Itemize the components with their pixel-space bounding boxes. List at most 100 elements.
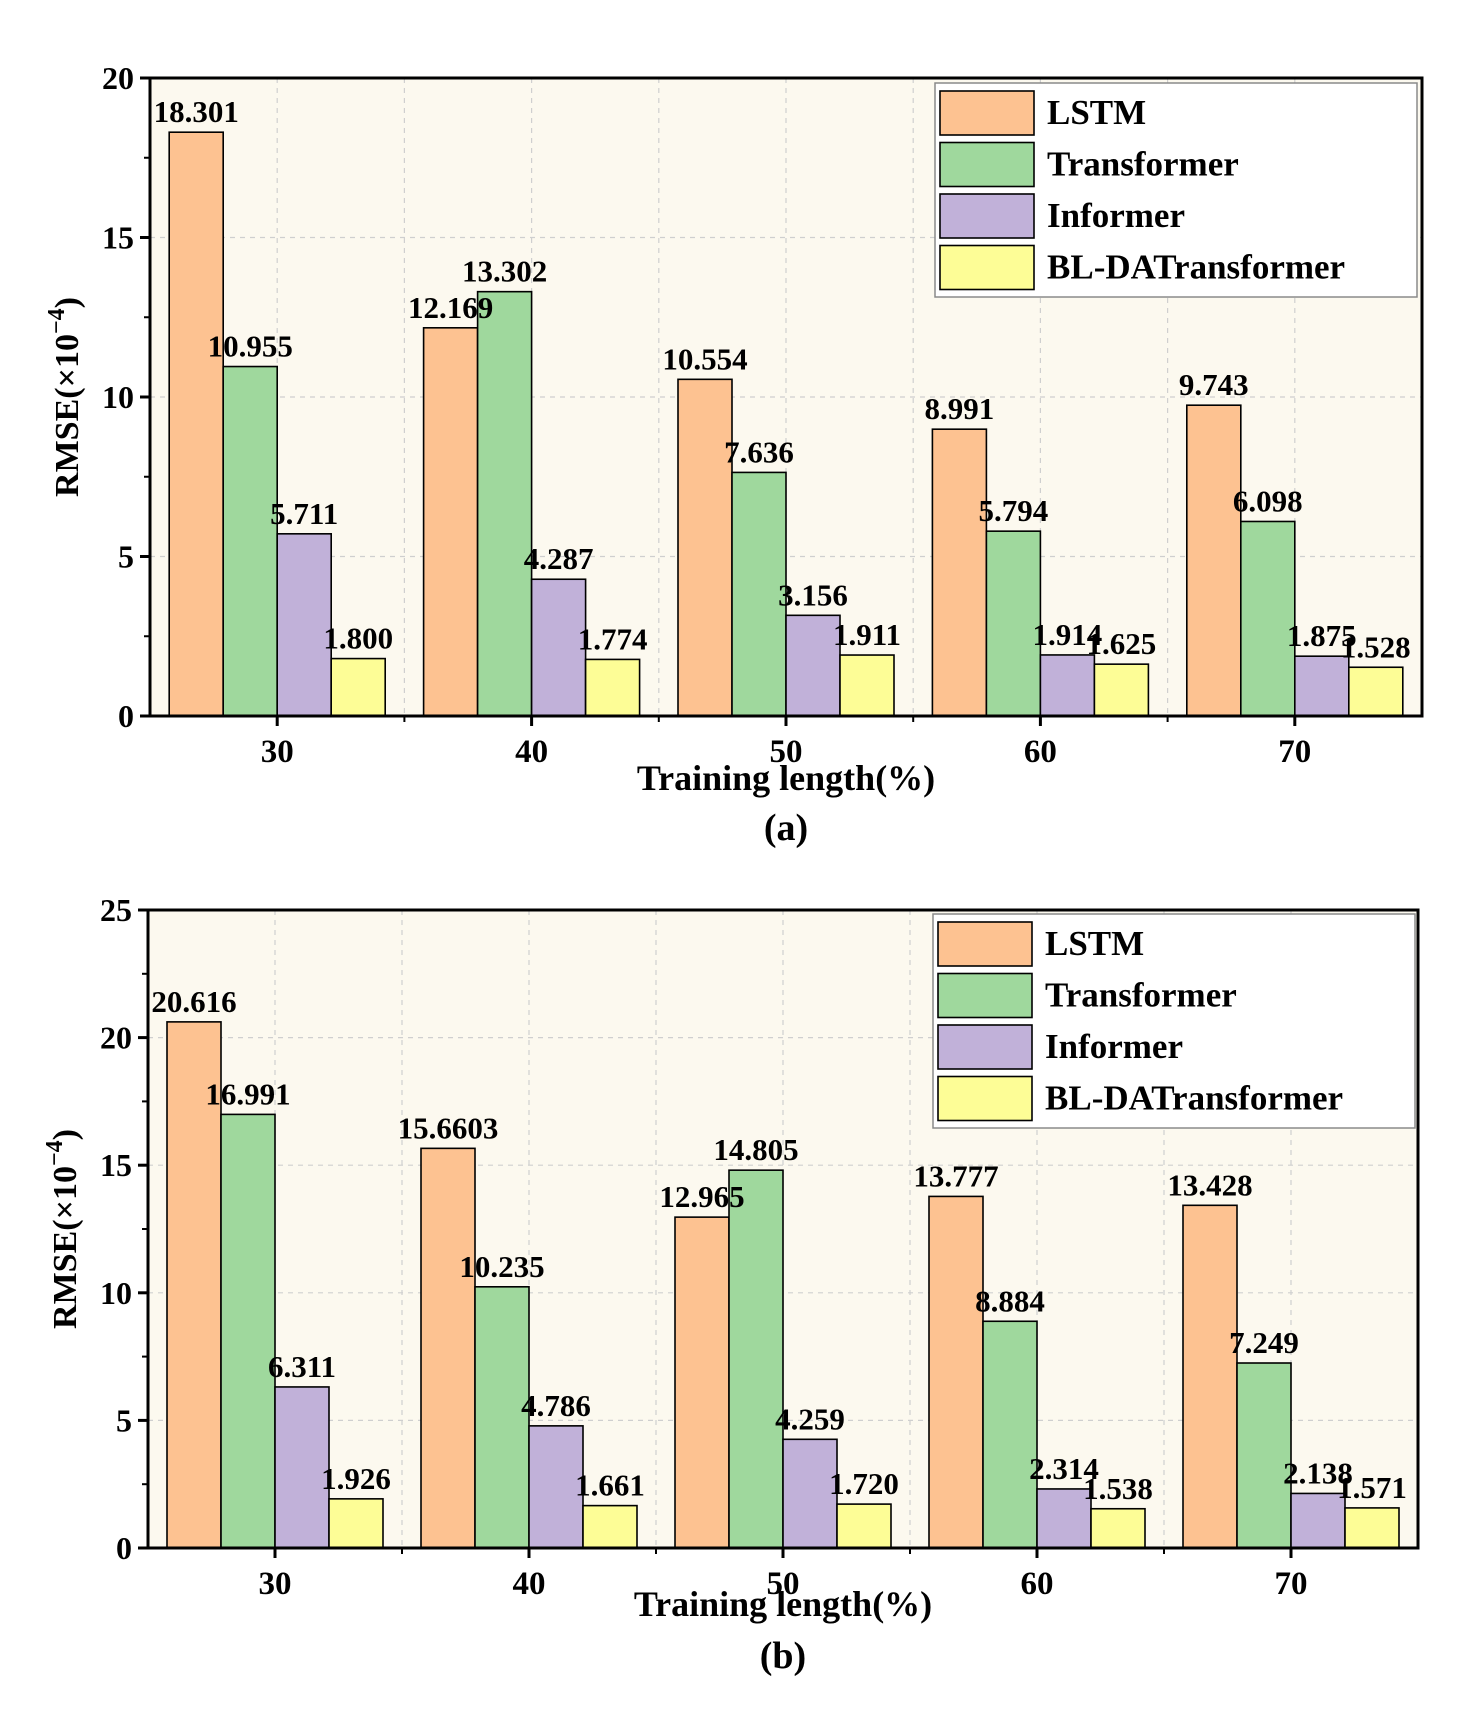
bar-transformer	[982, 1320, 1038, 1549]
data-label: 10.955	[208, 329, 293, 364]
bar-bl-datransformer	[839, 654, 895, 717]
legend-swatch-bl-datransformer	[937, 1075, 1033, 1122]
data-label: 1.720	[829, 1466, 899, 1501]
legend-label: LSTM	[1045, 924, 1144, 963]
data-label: 9.743	[1179, 367, 1249, 402]
x-axis-label: Training length(%)	[634, 1584, 932, 1624]
y-axis-label-exponent: −4	[44, 308, 70, 334]
data-label: 7.636	[724, 434, 794, 469]
y-tick-label: 25	[100, 892, 132, 928]
data-label: 4.786	[521, 1388, 591, 1423]
y-tick-label: 5	[118, 539, 134, 575]
x-tick-label: 70	[1275, 1566, 1308, 1602]
bar-transformer	[1240, 520, 1296, 717]
data-label: 13.428	[1167, 1167, 1252, 1202]
x-tick-label: 60	[1024, 734, 1057, 770]
bar-lstm	[422, 327, 479, 717]
panel-label: (b)	[760, 1635, 806, 1677]
data-label: 1.926	[321, 1461, 391, 1496]
bar-lstm	[1182, 1204, 1238, 1549]
y-axis-label-exponent: −4	[42, 1140, 68, 1166]
y-tick-label: 10	[102, 379, 134, 415]
data-label: 13.302	[462, 254, 547, 289]
y-tick-label: 10	[100, 1275, 132, 1311]
bar-informer	[782, 1438, 838, 1549]
data-label: 15.6603	[398, 1110, 499, 1145]
bar-transformer	[476, 290, 533, 717]
data-label: 1.914	[1033, 617, 1103, 652]
data-label: 5.711	[270, 496, 338, 531]
legend-swatch-transformer	[937, 972, 1033, 1019]
data-label: 1.875	[1287, 618, 1357, 653]
data-label: 12.169	[408, 290, 493, 325]
legend-swatch-bl-datransformer	[939, 244, 1035, 291]
chart-panel-1: 18.301 12.169 10.554 8.991 9.743 10.955 13.302…	[44, 60, 1424, 849]
y-tick-label: 0	[118, 698, 134, 734]
data-label: 6.098	[1233, 483, 1303, 518]
y-tick-label: 15	[100, 1147, 132, 1183]
data-label: 2.138	[1283, 1455, 1353, 1490]
bar-informer	[276, 533, 333, 717]
x-tick-label: 50	[770, 734, 803, 770]
data-label: 4.259	[775, 1401, 845, 1436]
legend-label: LSTM	[1047, 93, 1146, 132]
bar-bl-datransformer	[1090, 1507, 1146, 1549]
bar-lstm	[1186, 404, 1242, 717]
y-tick-label: 15	[102, 220, 134, 256]
data-label: 12.965	[659, 1179, 744, 1214]
legend-swatch-transformer	[939, 141, 1035, 188]
legend-swatch-informer	[939, 193, 1035, 239]
y-tick-label: 5	[116, 1402, 132, 1438]
bar-transformer	[1236, 1362, 1292, 1549]
data-label: 1.625	[1087, 626, 1157, 661]
legend-label: Transformer	[1047, 145, 1239, 184]
bar-informer	[785, 614, 841, 717]
x-tick-label: 30	[261, 734, 294, 770]
bar-bl-datransformer	[330, 657, 387, 717]
bar-informer	[274, 1386, 330, 1549]
bar-informer	[1290, 1492, 1346, 1549]
data-label: 8.884	[975, 1283, 1045, 1318]
bar-lstm	[420, 1147, 476, 1549]
y-axis-label-close: )	[49, 297, 86, 308]
data-label: 1.800	[323, 621, 393, 656]
y-axis-label: RMSE(×10−4)	[44, 297, 86, 497]
panel-label: (a)	[764, 807, 808, 849]
bar-informer	[1294, 655, 1350, 717]
y-axis-label-text: RMSE(×10	[49, 334, 86, 497]
bar-lstm	[677, 378, 733, 717]
data-label: 5.794	[979, 493, 1049, 528]
chart-panel-2: 20.616 15.6603 12.965 13.777 13.428 16.991 10.…	[42, 892, 1420, 1677]
legend-swatch-lstm	[939, 90, 1035, 136]
y-tick-label: 20	[100, 1020, 132, 1056]
data-label: 18.301	[154, 94, 239, 129]
data-label: 4.287	[524, 541, 594, 576]
bar-bl-datransformer	[836, 1503, 892, 1549]
data-label: 7.249	[1229, 1325, 1299, 1360]
data-label: 14.805	[713, 1132, 798, 1167]
bar-transformer	[731, 471, 787, 717]
bar-lstm	[168, 131, 224, 717]
data-label: 20.616	[151, 984, 236, 1019]
legend-label: Informer	[1047, 196, 1185, 235]
bar-bl-datransformer	[1348, 666, 1404, 717]
data-label: 1.661	[575, 1468, 645, 1503]
bar-transformer	[728, 1169, 784, 1549]
data-label: 16.991	[205, 1076, 290, 1111]
data-label: 3.156	[778, 577, 848, 612]
y-tick-label: 20	[102, 60, 134, 96]
data-label: 1.571	[1337, 1470, 1407, 1505]
legend: LSTM Transformer Informer BL-DATransformer	[934, 82, 1418, 298]
legend-label: BL-DATransformer	[1045, 1079, 1343, 1118]
data-label: 10.554	[662, 341, 747, 376]
legend-swatch-informer	[937, 1024, 1033, 1070]
data-label: 1.538	[1083, 1471, 1153, 1506]
bar-lstm	[928, 1195, 984, 1549]
y-axis-label-close: )	[47, 1129, 84, 1140]
legend-label: BL-DATransformer	[1047, 248, 1345, 287]
bar-bl-datransformer	[584, 658, 641, 717]
bar-bl-datransformer	[1093, 663, 1150, 717]
data-label: 6.311	[268, 1349, 336, 1384]
y-axis-label-text: RMSE(×10	[47, 1166, 84, 1329]
